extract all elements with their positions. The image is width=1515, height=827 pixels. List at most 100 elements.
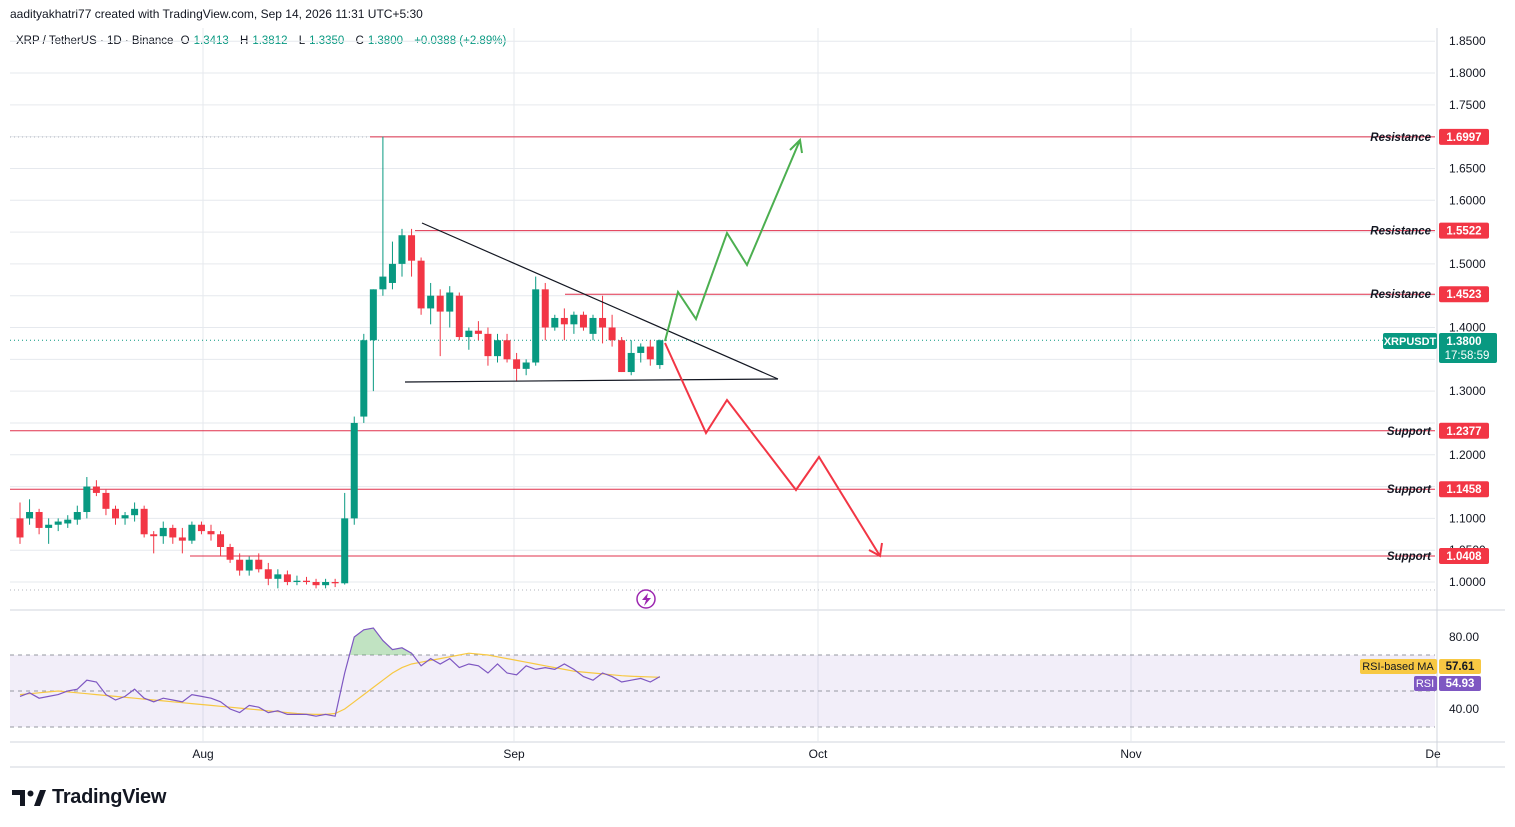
time-axis-tick: Nov bbox=[1120, 747, 1141, 761]
current-price-badge bbox=[1439, 333, 1497, 363]
rsi-line bbox=[19, 627, 661, 717]
candle-down bbox=[92, 486, 100, 493]
bullish-arrow-head bbox=[789, 137, 803, 154]
candle-down bbox=[16, 518, 24, 538]
candle-up bbox=[54, 521, 62, 525]
candle-down bbox=[599, 317, 607, 328]
candle-up bbox=[83, 486, 91, 513]
candle-up bbox=[446, 292, 454, 312]
candle-up bbox=[465, 330, 473, 338]
candle-up bbox=[589, 317, 597, 334]
time-axis-tick: De bbox=[1425, 747, 1441, 761]
candle-down bbox=[303, 580, 310, 582]
tradingview-logo-icon bbox=[12, 789, 46, 806]
time-axis-tick: Oct bbox=[809, 747, 828, 761]
candle-countdown: 17:58:59 bbox=[1445, 350, 1490, 362]
candle-down bbox=[474, 330, 482, 334]
candle-up bbox=[121, 515, 129, 519]
current-price-value: 1.3800 bbox=[1446, 336, 1481, 348]
bearish-projection-arrow bbox=[664, 342, 881, 557]
time-axis-tick: Aug bbox=[192, 747, 213, 761]
candle-up bbox=[369, 289, 377, 341]
price-axis-tick: 1.8000 bbox=[1449, 66, 1486, 80]
candle-down bbox=[264, 569, 272, 579]
level-label: Resistance bbox=[1370, 289, 1431, 301]
candle-down bbox=[455, 295, 463, 338]
candle-down bbox=[560, 317, 568, 325]
candle-up bbox=[551, 317, 559, 328]
level-price-value: 1.4523 bbox=[1446, 289, 1481, 301]
candle-up bbox=[245, 559, 253, 571]
candle-down bbox=[608, 327, 616, 341]
rsi-ma-value: 57.61 bbox=[1446, 661, 1475, 673]
level-price-badge bbox=[1439, 286, 1489, 303]
candle-down bbox=[140, 508, 148, 535]
triangle-upper-trendline bbox=[421, 222, 779, 380]
rsi-overbought-fill bbox=[350, 628, 416, 655]
lightning-bolt-icon bbox=[642, 593, 651, 606]
candle-down bbox=[35, 512, 43, 528]
candle-up bbox=[570, 314, 578, 325]
level-price-badge bbox=[1439, 128, 1489, 145]
candle-down bbox=[417, 260, 425, 309]
candle-up bbox=[522, 362, 530, 369]
candle-down bbox=[236, 559, 244, 571]
level-label: Resistance bbox=[1370, 132, 1431, 144]
candle-up bbox=[350, 422, 358, 519]
candle-down bbox=[150, 534, 158, 537]
rsi-ma-line bbox=[19, 652, 660, 716]
candle-down bbox=[503, 340, 511, 360]
price-axis-tick: 1.4000 bbox=[1449, 321, 1486, 335]
symbol-badge-text: XRPUSDT bbox=[1384, 336, 1437, 348]
time-axis-tick: Sep bbox=[503, 747, 525, 761]
price-axis-tick: 1.3000 bbox=[1449, 384, 1486, 398]
candle-down bbox=[197, 524, 205, 532]
chart-attribution: aadityakhatri77 created with TradingView… bbox=[10, 7, 423, 21]
price-axis-tick: 1.8500 bbox=[1449, 34, 1486, 48]
candle-up bbox=[637, 346, 645, 353]
candle-down bbox=[513, 359, 521, 369]
candle-down bbox=[102, 492, 110, 509]
candle-up bbox=[341, 518, 349, 584]
rsi-axis-tick: 40.00 bbox=[1449, 702, 1479, 716]
candle-up bbox=[427, 295, 435, 309]
candle-up bbox=[494, 340, 501, 357]
candle-up bbox=[293, 580, 301, 582]
level-price-value: 1.6997 bbox=[1446, 132, 1481, 144]
candle-up bbox=[45, 524, 53, 528]
tradingview-logo-text: TradingView bbox=[52, 786, 167, 808]
candle-up bbox=[188, 524, 196, 541]
rsi-ma-label-badge bbox=[1360, 659, 1437, 674]
candle-up bbox=[627, 352, 635, 373]
level-price-badge bbox=[1439, 548, 1489, 565]
price-axis-tick: 1.2000 bbox=[1449, 448, 1486, 462]
price-axis-tick: 1.0000 bbox=[1449, 575, 1486, 589]
candle-up bbox=[388, 263, 396, 283]
candle-up bbox=[379, 276, 387, 290]
candle-down bbox=[226, 547, 234, 560]
candle-up bbox=[64, 519, 72, 524]
level-label: Resistance bbox=[1370, 226, 1431, 238]
lightning-event-icon[interactable] bbox=[636, 589, 656, 609]
candle-up bbox=[322, 582, 330, 586]
rsi-axis-tick: 80.00 bbox=[1449, 630, 1479, 644]
level-label: Support bbox=[1387, 484, 1432, 496]
candle-up bbox=[131, 508, 139, 516]
candle-down bbox=[618, 340, 626, 373]
tradingview-logo[interactable]: TradingView bbox=[12, 786, 166, 809]
candle-down bbox=[436, 295, 444, 312]
candle-down bbox=[484, 333, 492, 357]
candle-up bbox=[398, 235, 406, 264]
price-axis-tick: 1.5000 bbox=[1449, 257, 1486, 271]
candle-down bbox=[283, 574, 291, 582]
symbol-badge bbox=[1383, 333, 1437, 349]
price-axis-tick: 1.7500 bbox=[1449, 98, 1486, 112]
rsi-value-badge bbox=[1439, 676, 1481, 691]
candle-down bbox=[331, 582, 339, 584]
price-axis-tick: 1.6000 bbox=[1449, 193, 1486, 207]
candle-up bbox=[159, 527, 167, 537]
candle-down bbox=[541, 289, 549, 328]
triangle-lower-trendline bbox=[404, 378, 779, 383]
level-price-badge bbox=[1439, 422, 1489, 439]
